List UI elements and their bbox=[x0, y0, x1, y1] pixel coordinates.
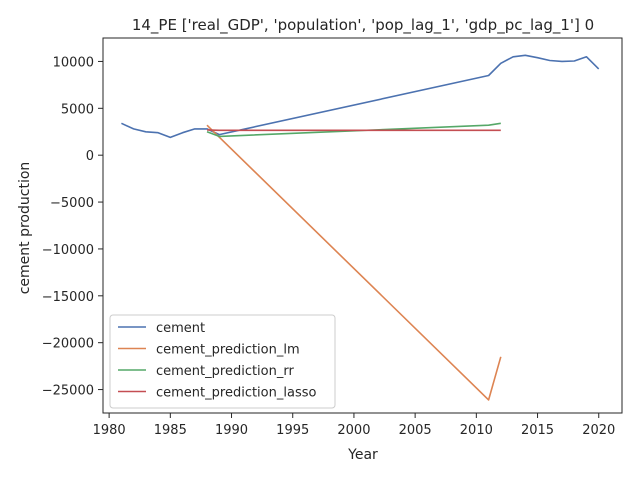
x-tick-label: 2015 bbox=[521, 423, 554, 438]
axes-frame bbox=[102, 37, 623, 414]
legend-label: cement_prediction_lm bbox=[156, 343, 300, 358]
y-tick-label: 10000 bbox=[53, 55, 94, 70]
x-tick-label: 1985 bbox=[154, 423, 187, 438]
series-line-cement bbox=[121, 54, 600, 139]
y-axis-label: cement production bbox=[17, 162, 33, 295]
x-tick-label: 1995 bbox=[276, 423, 309, 438]
x-tick-label: 1990 bbox=[215, 423, 248, 438]
legend-box bbox=[109, 314, 336, 409]
plot-area: 1980 1985 1990 1995 2000 2005 2010 2015 2020 −250… bbox=[42, 37, 623, 438]
y-tick-label: 0 bbox=[86, 149, 94, 164]
y-tick-label: 5000 bbox=[61, 102, 94, 117]
x-tick-label: 1980 bbox=[93, 423, 126, 438]
y-tick-label: −20000 bbox=[42, 337, 94, 352]
legend-label: cement_prediction_lasso bbox=[156, 386, 316, 401]
legend: cement cement_prediction_lm cement_predict… bbox=[109, 314, 336, 409]
series-line-cement_prediction_lm bbox=[206, 124, 502, 401]
x-tick-label: 2005 bbox=[399, 423, 432, 438]
x-tick-label: 2010 bbox=[460, 423, 493, 438]
x-tick-label: 2020 bbox=[582, 423, 615, 438]
y-tick-label: −5000 bbox=[50, 196, 94, 211]
legend-label: cement_prediction_rr bbox=[156, 364, 294, 379]
x-axis-label: Year bbox=[347, 447, 378, 463]
y-tick-label: −15000 bbox=[42, 290, 94, 305]
y-tick-label: −10000 bbox=[42, 243, 94, 258]
x-tick-label: 2000 bbox=[337, 423, 370, 438]
chart-title: 14_PE ['real_GDP', 'population', 'pop_la… bbox=[132, 16, 594, 35]
y-tick-label: −25000 bbox=[42, 384, 94, 399]
legend-label: cement bbox=[156, 321, 205, 336]
